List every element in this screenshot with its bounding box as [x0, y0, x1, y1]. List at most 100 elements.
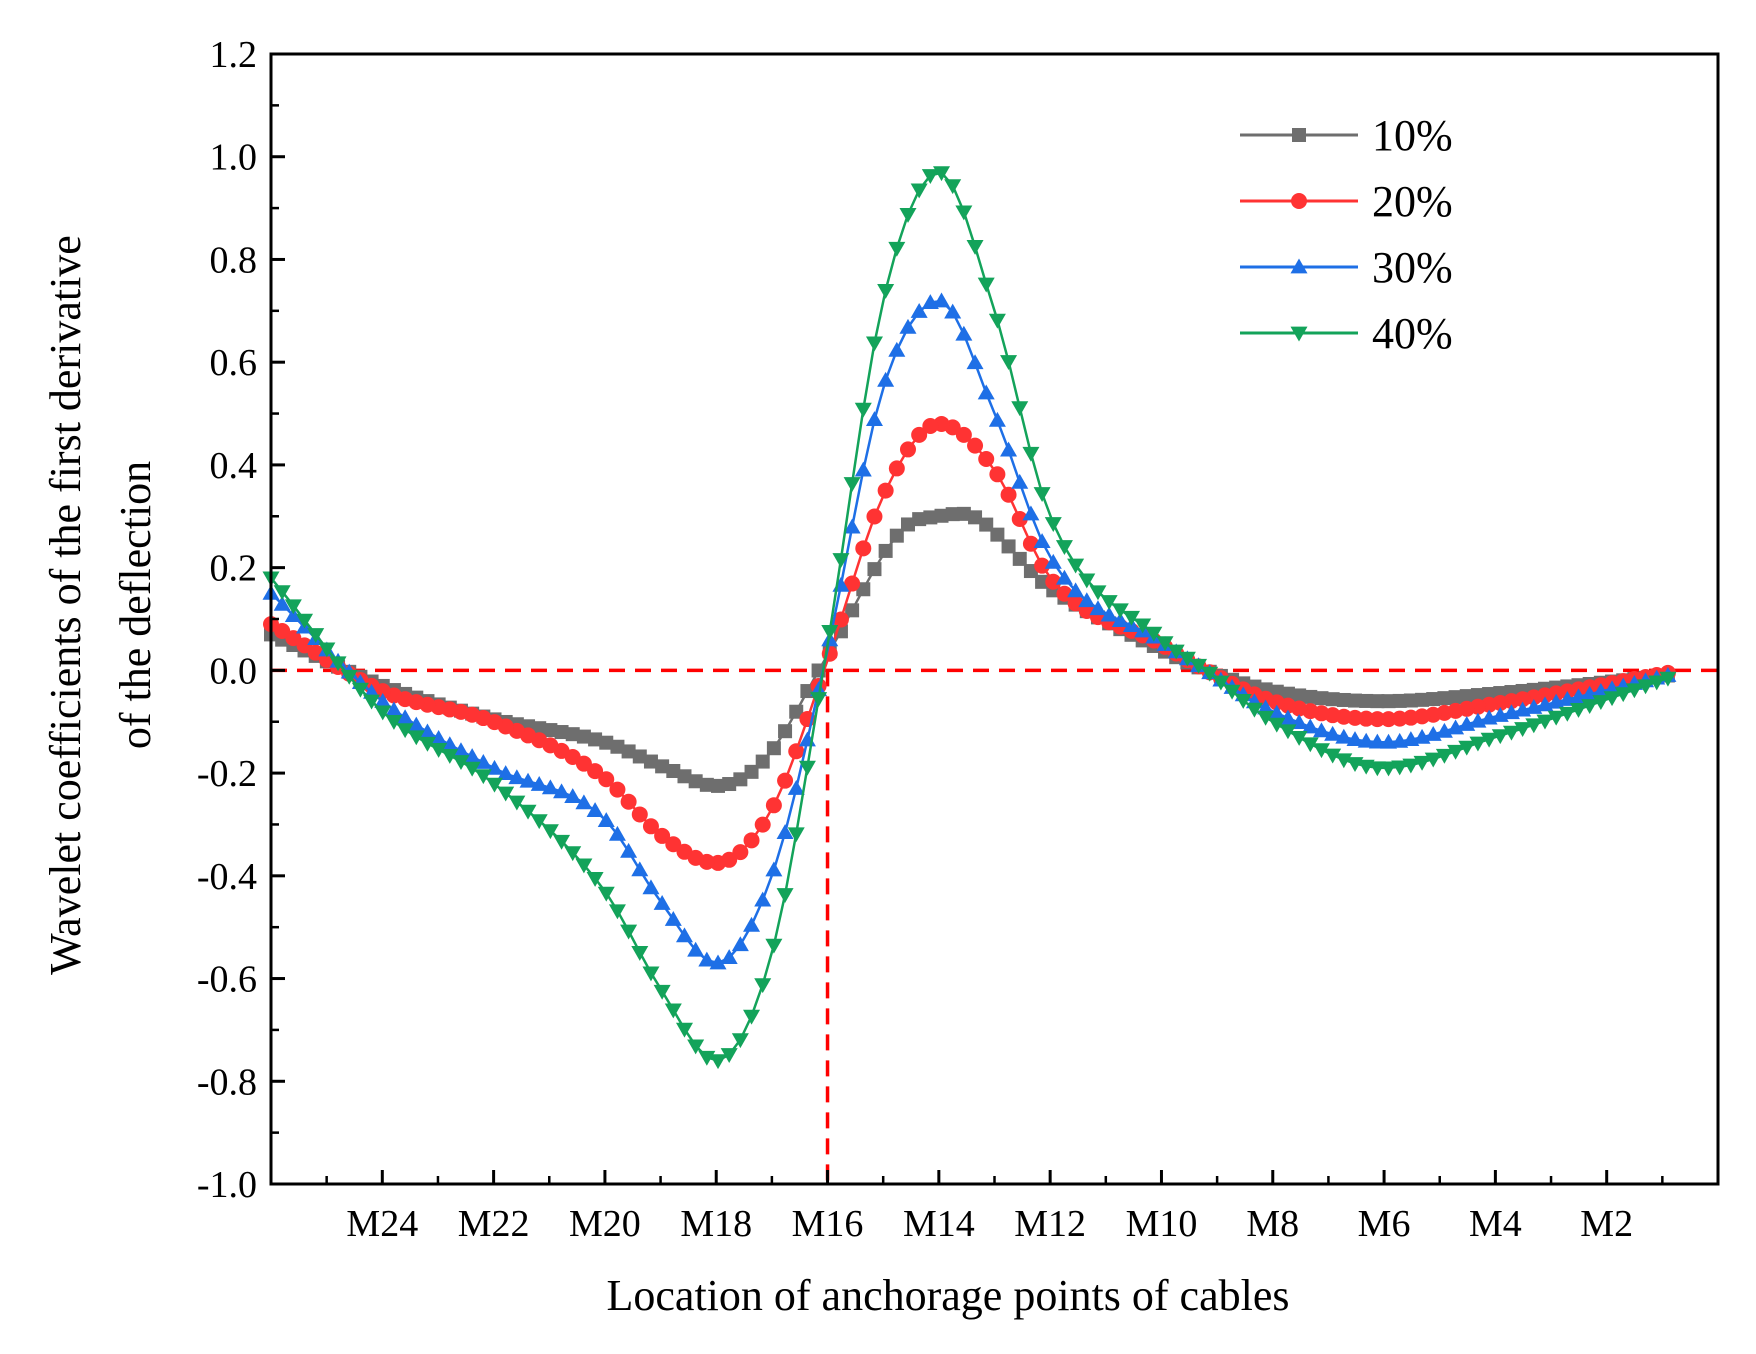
series-20pct — [263, 415, 1676, 871]
data-point — [1055, 569, 1073, 585]
y-tick-label: -0.8 — [197, 1061, 257, 1103]
series-line — [270, 422, 1669, 865]
data-point — [631, 945, 649, 961]
data-point — [452, 742, 470, 758]
data-point — [307, 628, 325, 644]
data-point — [888, 341, 906, 357]
data-point — [407, 716, 425, 732]
x-tick-label: M14 — [903, 1203, 975, 1245]
legend-marker — [1292, 128, 1306, 142]
legend-item: 10% — [1240, 111, 1453, 160]
data-point — [1303, 689, 1318, 704]
data-point — [610, 739, 625, 754]
data-point — [1035, 574, 1050, 589]
data-point — [1402, 731, 1420, 747]
data-point — [787, 827, 805, 843]
data-point — [532, 721, 547, 736]
data-point — [1447, 744, 1465, 760]
data-point — [722, 777, 737, 792]
data-point — [1100, 606, 1118, 622]
data-point — [844, 575, 861, 592]
data-point — [1346, 757, 1364, 772]
data-point — [1637, 679, 1655, 695]
data-point — [1268, 704, 1286, 720]
data-point — [945, 507, 960, 522]
data-point — [776, 888, 794, 903]
legend-label: 40% — [1372, 309, 1453, 358]
legend-marker — [1291, 193, 1307, 209]
data-point — [452, 755, 470, 771]
data-point — [1055, 540, 1073, 555]
data-point — [1011, 510, 1028, 527]
data-point — [1011, 473, 1029, 489]
data-point — [1279, 709, 1297, 725]
data-point — [1011, 401, 1029, 417]
data-point — [576, 729, 591, 744]
data-point — [1426, 692, 1441, 707]
data-point — [1033, 533, 1051, 549]
data-point — [788, 743, 805, 760]
y-tick-label: 0.6 — [210, 342, 258, 384]
plot-frame — [269, 52, 1720, 1186]
data-point — [967, 437, 984, 454]
data-point — [430, 742, 448, 758]
data-point — [508, 769, 526, 785]
data-point — [912, 512, 927, 527]
y-axis-title-line-2: of the deflection — [111, 461, 160, 749]
data-point — [921, 294, 939, 309]
data-point — [621, 744, 636, 759]
data-point — [664, 910, 682, 926]
data-point — [1570, 703, 1588, 718]
data-point — [1012, 551, 1027, 566]
data-point — [743, 1009, 761, 1025]
data-point — [955, 325, 973, 341]
data-point — [441, 748, 459, 764]
data-point — [553, 834, 571, 850]
y-tick-label: -0.6 — [197, 959, 257, 1001]
data-point — [1312, 722, 1330, 738]
data-point — [687, 1039, 705, 1055]
data-point — [944, 303, 962, 319]
data-point — [643, 754, 658, 769]
x-axis-title: Location of anchorage points of cables — [607, 1271, 1290, 1320]
x-tick-label: M8 — [1246, 1203, 1299, 1245]
data-point — [899, 441, 916, 458]
data-point — [1044, 553, 1062, 569]
x-tick-label: M4 — [1469, 1203, 1522, 1245]
data-point — [1034, 557, 1051, 574]
data-point — [709, 1054, 727, 1070]
data-point — [1257, 710, 1275, 726]
data-point — [418, 723, 436, 739]
data-point — [675, 1022, 693, 1038]
data-point — [543, 723, 558, 738]
data-point — [1437, 691, 1452, 706]
series-line — [270, 171, 1669, 1062]
series-30pct — [262, 292, 1677, 970]
data-point — [374, 693, 392, 708]
data-point — [620, 793, 637, 810]
data-point — [877, 283, 895, 299]
data-point — [676, 843, 693, 860]
data-point — [1480, 732, 1498, 748]
data-point — [1044, 517, 1062, 533]
data-point — [1491, 706, 1509, 722]
data-point — [733, 772, 748, 787]
data-point — [463, 748, 481, 764]
data-point — [620, 842, 638, 858]
y-tick-label: 1.2 — [210, 34, 258, 76]
data-point — [1357, 759, 1375, 775]
data-point — [889, 528, 904, 543]
data-point — [1370, 694, 1385, 709]
data-point — [1380, 761, 1398, 777]
y-tick-label: -0.2 — [197, 753, 257, 795]
data-point — [1581, 699, 1599, 714]
data-point — [1178, 651, 1196, 667]
data-point — [463, 761, 481, 777]
data-point — [508, 795, 526, 811]
data-point — [554, 725, 569, 740]
data-point — [845, 603, 860, 618]
data-point — [609, 781, 626, 798]
data-point — [273, 585, 291, 601]
x-tick-label: M20 — [569, 1203, 641, 1245]
data-point — [664, 1003, 682, 1019]
